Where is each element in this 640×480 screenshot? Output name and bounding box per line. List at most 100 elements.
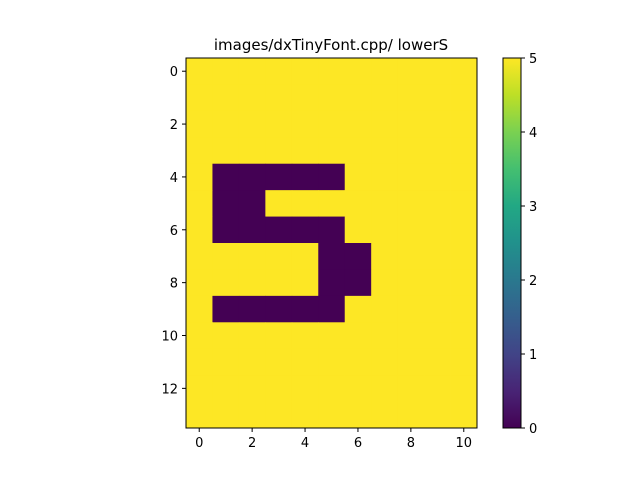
heatmap-cell (292, 402, 319, 429)
heatmap-cell (371, 296, 398, 323)
heatmap-cell (424, 84, 451, 111)
heatmap-cell (345, 322, 372, 349)
heatmap-cell (186, 84, 213, 111)
heatmap-cell (186, 322, 213, 349)
heatmap-cell (239, 349, 266, 376)
heatmap-cell (212, 322, 239, 349)
heatmap-cell (424, 217, 451, 244)
heatmap-cell (451, 84, 478, 111)
heatmap-cell (212, 58, 239, 85)
colorbar-tick-label: 0 (529, 422, 537, 437)
heatmap-cell (212, 84, 239, 111)
heatmap-cell (212, 111, 239, 138)
heatmap-cell (345, 296, 372, 323)
heatmap-cell (239, 269, 266, 296)
heatmap-cell (239, 243, 266, 270)
colorbar-tick-label: 3 (529, 200, 537, 215)
heatmap-cell (212, 243, 239, 270)
heatmap-cell (371, 137, 398, 164)
heatmap-cell (265, 217, 292, 244)
heatmap-cell (451, 349, 478, 376)
heatmap-cell (451, 375, 478, 402)
heatmap-cell (265, 402, 292, 429)
heatmap-cell (345, 269, 372, 296)
heatmap-cell (398, 243, 425, 270)
heatmap-cell (451, 190, 478, 217)
heatmap-cell (212, 190, 239, 217)
heatmap-cell (265, 243, 292, 270)
heatmap-cell (398, 269, 425, 296)
heatmap-cell (318, 111, 345, 138)
heatmap-cell (292, 137, 319, 164)
heatmap-cell (345, 402, 372, 429)
heatmap-cell (371, 349, 398, 376)
heatmap-cell (398, 296, 425, 323)
heatmap-cell (398, 111, 425, 138)
chart-title: images/dxTinyFont.cpp/ lowerS (214, 36, 448, 54)
y-tick-label: 2 (170, 118, 178, 133)
heatmap-cell (292, 243, 319, 270)
heatmap-cell (212, 296, 239, 323)
heatmap-cell (371, 375, 398, 402)
heatmap-cell (212, 375, 239, 402)
heatmap-cell (292, 111, 319, 138)
heatmap-cell (424, 269, 451, 296)
heatmap-cell (398, 349, 425, 376)
heatmap-cell (451, 58, 478, 85)
heatmap-cell (239, 375, 266, 402)
heatmap-cell (424, 349, 451, 376)
heatmap-cell (212, 137, 239, 164)
heatmap-cell (398, 58, 425, 85)
heatmap-cell (292, 375, 319, 402)
heatmap-cell (345, 243, 372, 270)
heatmap-cell (239, 164, 266, 191)
heatmap-cell (345, 217, 372, 244)
heatmap-cell (371, 84, 398, 111)
heatmap-cell (424, 243, 451, 270)
heatmap-cell (398, 137, 425, 164)
heatmap-cell (265, 349, 292, 376)
heatmap-cell (292, 58, 319, 85)
heatmap-cell (371, 111, 398, 138)
heatmap-cell (212, 349, 239, 376)
x-tick-label: 0 (195, 436, 203, 451)
heatmap-cell (186, 111, 213, 138)
heatmap-cell (186, 296, 213, 323)
heatmap-cell (451, 164, 478, 191)
heatmap-cell (371, 322, 398, 349)
heatmap-cell (186, 269, 213, 296)
heatmap-cell (424, 402, 451, 429)
x-tick-label: 10 (455, 436, 472, 451)
heatmap-cell (451, 296, 478, 323)
heatmap-cell (212, 269, 239, 296)
heatmap-cell (239, 190, 266, 217)
heatmap-cell (292, 217, 319, 244)
heatmap-cell (212, 217, 239, 244)
heatmap-cell (398, 402, 425, 429)
heatmap-cell (318, 137, 345, 164)
heatmap-cell (186, 137, 213, 164)
heatmap-cell (398, 322, 425, 349)
heatmap-cell (239, 111, 266, 138)
heatmap-cells (186, 58, 477, 428)
heatmap-cell (265, 375, 292, 402)
heatmap-cell (371, 243, 398, 270)
heatmap-cell (292, 84, 319, 111)
heatmap-cell (239, 322, 266, 349)
colorbar-tick-label: 1 (529, 348, 537, 363)
y-tick-label: 8 (170, 277, 178, 292)
heatmap-cell (424, 137, 451, 164)
heatmap-cell (345, 137, 372, 164)
heatmap-cell (265, 322, 292, 349)
heatmap-cell (265, 84, 292, 111)
heatmap-cell (424, 58, 451, 85)
heatmap-cell (345, 111, 372, 138)
heatmap-cell (451, 322, 478, 349)
heatmap-cell (265, 190, 292, 217)
y-tick-label: 0 (170, 65, 178, 80)
colorbar (503, 58, 521, 428)
heatmap-cell (318, 375, 345, 402)
heatmap-cell (186, 243, 213, 270)
heatmap-cell (345, 349, 372, 376)
